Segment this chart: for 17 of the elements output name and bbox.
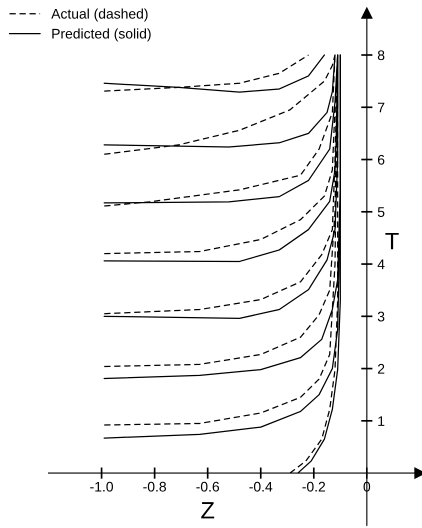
x-tick-label: -0.6 bbox=[196, 482, 220, 492]
legend-label: Predicted (solid) bbox=[52, 28, 151, 42]
y-tick-label: 4 bbox=[378, 260, 385, 270]
legend-label: Actual (dashed) bbox=[51, 8, 148, 22]
x-axis-title: Z bbox=[201, 502, 214, 518]
y-tick-label: 7 bbox=[378, 102, 384, 112]
y-tick-label: 2 bbox=[378, 364, 384, 374]
x-tick-label: -0.8 bbox=[143, 482, 166, 492]
x-tick-label: -0.4 bbox=[249, 482, 272, 492]
y-axis-title: T bbox=[385, 233, 399, 250]
y-tick-label: 8 bbox=[378, 50, 384, 60]
x-tick-label: -1.0 bbox=[90, 482, 114, 492]
y-tick-label: 6 bbox=[378, 154, 384, 165]
x-tick-label: -0.2 bbox=[302, 482, 326, 492]
y-tick-label: 5 bbox=[378, 207, 384, 217]
y-tick-label: 3 bbox=[378, 312, 384, 322]
y-tick-label: 1 bbox=[378, 416, 384, 426]
